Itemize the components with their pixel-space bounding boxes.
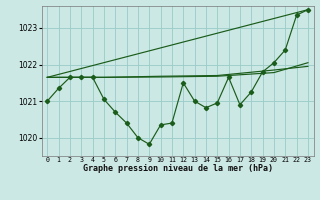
X-axis label: Graphe pression niveau de la mer (hPa): Graphe pression niveau de la mer (hPa): [83, 164, 273, 173]
